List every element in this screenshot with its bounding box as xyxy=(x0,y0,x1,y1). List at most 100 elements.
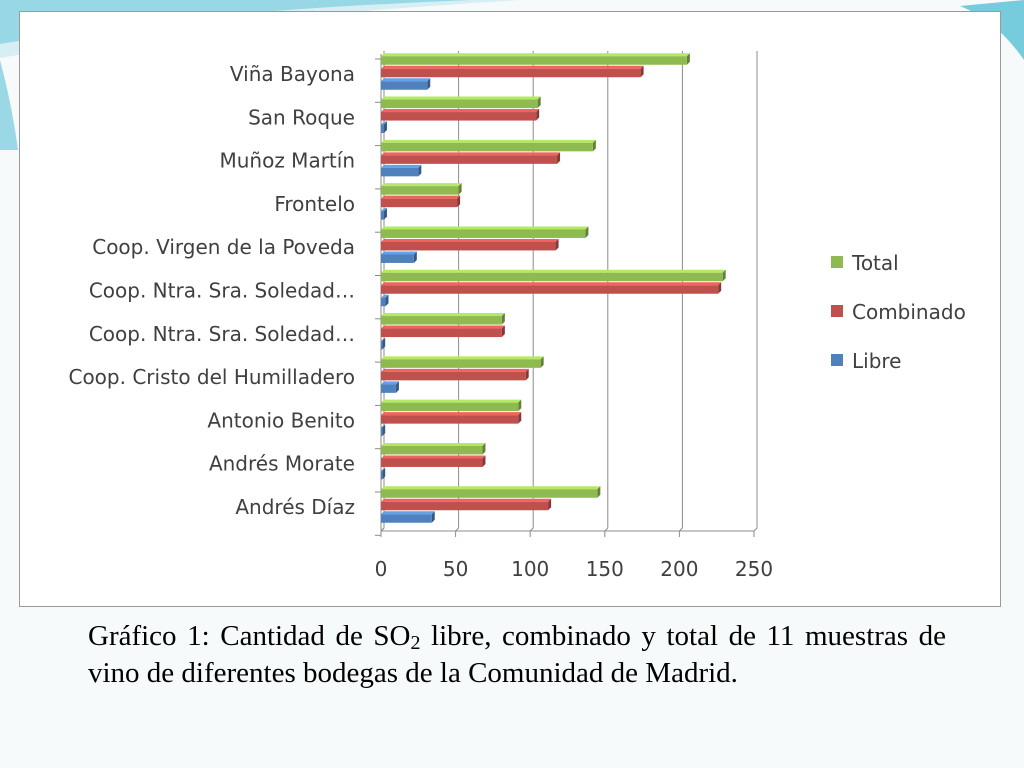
bar-top-face xyxy=(381,183,462,187)
chart-frame: Viña Bayona San Roque Muñoz Martín Frontelo… xyxy=(19,11,1001,607)
bar-front-face xyxy=(381,328,502,338)
bar-combinado xyxy=(381,65,644,78)
bar-front-face xyxy=(381,297,386,307)
x-tick-label: 150 xyxy=(586,557,624,581)
bar-end-face xyxy=(457,195,461,208)
bar-end-face xyxy=(395,381,399,393)
bar-front-face xyxy=(381,371,526,381)
bars xyxy=(381,53,726,523)
bar-combinado xyxy=(381,455,486,467)
bar-front-face xyxy=(381,445,483,455)
bar-front-face xyxy=(381,470,383,480)
bar-top-face xyxy=(381,226,589,230)
bar-libre xyxy=(381,78,431,90)
category-label: Coop. Ntra. Sra. Soledad… xyxy=(89,322,355,346)
bar-front-face xyxy=(381,81,428,90)
bar-top-face xyxy=(381,455,486,459)
bar-top-face xyxy=(381,442,486,446)
legend-swatch xyxy=(831,354,843,366)
bar-front-face xyxy=(381,241,556,251)
bar-total xyxy=(381,356,544,368)
bar-libre xyxy=(381,208,387,220)
bar-end-face xyxy=(640,65,644,78)
bar-end-face xyxy=(548,498,552,511)
bar-top-face xyxy=(381,238,559,242)
category-label: Coop. Virgen de la Poveda xyxy=(92,235,355,259)
bar-total xyxy=(381,269,726,282)
bar-end-face xyxy=(482,442,486,455)
bar-top-face xyxy=(381,251,417,255)
category-label: Viña Bayona xyxy=(230,62,355,86)
bar-front-face xyxy=(381,415,519,424)
bar-combinado xyxy=(381,195,461,208)
bar-top-face xyxy=(381,356,544,360)
bar-front-face xyxy=(381,514,432,523)
bar-top-face xyxy=(381,467,386,471)
bar-top-face xyxy=(381,381,399,385)
bar-libre xyxy=(381,511,435,523)
bar-front-face xyxy=(381,489,598,498)
bar-front-face xyxy=(381,254,414,263)
bar-top-face xyxy=(381,121,387,125)
bar-front-face xyxy=(381,198,458,208)
bar-combinado xyxy=(381,325,505,338)
bar-end-face xyxy=(382,467,386,480)
bar-front-face xyxy=(381,341,383,350)
x-tick-label: 200 xyxy=(660,557,698,581)
bar-total xyxy=(381,442,486,455)
legend-label: Combinado xyxy=(852,300,966,324)
bar-end-face xyxy=(383,208,387,220)
category-labels: Viña Bayona San Roque Muñoz Martín Frontelo… xyxy=(68,62,355,519)
bar-front-face xyxy=(381,142,593,152)
legend: Total Combinado Libre xyxy=(831,251,966,373)
bar-total xyxy=(381,139,596,152)
bar-front-face xyxy=(381,316,502,325)
bar-front-face xyxy=(381,285,719,294)
bar-libre xyxy=(381,164,422,177)
bar-end-face xyxy=(385,294,389,307)
bar-top-face xyxy=(381,96,541,100)
legend-item-combinado: Combinado xyxy=(831,300,966,324)
bar-top-face xyxy=(381,269,726,273)
category-label: Coop. Ntra. Sra. Soledad… xyxy=(89,279,355,303)
bar-top-face xyxy=(381,282,722,286)
bar-front-face xyxy=(381,167,419,177)
bar-top-face xyxy=(381,139,596,143)
bar-end-face xyxy=(482,455,486,467)
bar-total xyxy=(381,313,505,325)
bar-front-face xyxy=(381,427,383,437)
bar-front-face xyxy=(381,155,558,164)
bar-end-face xyxy=(518,412,522,424)
bar-top-face xyxy=(381,511,435,515)
bar-top-face xyxy=(381,109,540,113)
bar-end-face xyxy=(501,325,505,338)
figure-caption: Gráfico 1: Cantidad de SO2 libre, combin… xyxy=(88,618,946,692)
bar-top-face xyxy=(381,368,529,372)
bar-front-face xyxy=(381,211,384,220)
bar-end-face xyxy=(585,226,589,238)
bar-front-face xyxy=(381,99,538,109)
bar-libre xyxy=(381,294,389,307)
bar-end-face xyxy=(501,313,505,325)
bar-top-face xyxy=(381,338,386,342)
bar-combinado xyxy=(381,412,522,424)
bar-front-face xyxy=(381,186,459,195)
bar-end-face xyxy=(382,424,386,437)
bar-libre xyxy=(381,467,386,480)
bar-top-face xyxy=(381,424,386,428)
bar-top-face xyxy=(381,412,522,416)
bar-end-face xyxy=(597,486,601,498)
bar-top-face xyxy=(381,399,522,403)
bar-combinado xyxy=(381,368,529,381)
bar-libre xyxy=(381,121,387,134)
x-tick-label: 50 xyxy=(443,557,468,581)
bar-total xyxy=(381,486,601,498)
bar-top-face xyxy=(381,208,387,212)
bar-end-face xyxy=(537,96,541,109)
right-accent-wave xyxy=(960,0,1024,60)
bar-end-face xyxy=(592,139,596,152)
x-tick-label: 250 xyxy=(735,557,773,581)
bar-front-face xyxy=(381,501,549,511)
legend-label: Libre xyxy=(852,349,901,373)
legend-item-total: Total xyxy=(831,251,899,275)
